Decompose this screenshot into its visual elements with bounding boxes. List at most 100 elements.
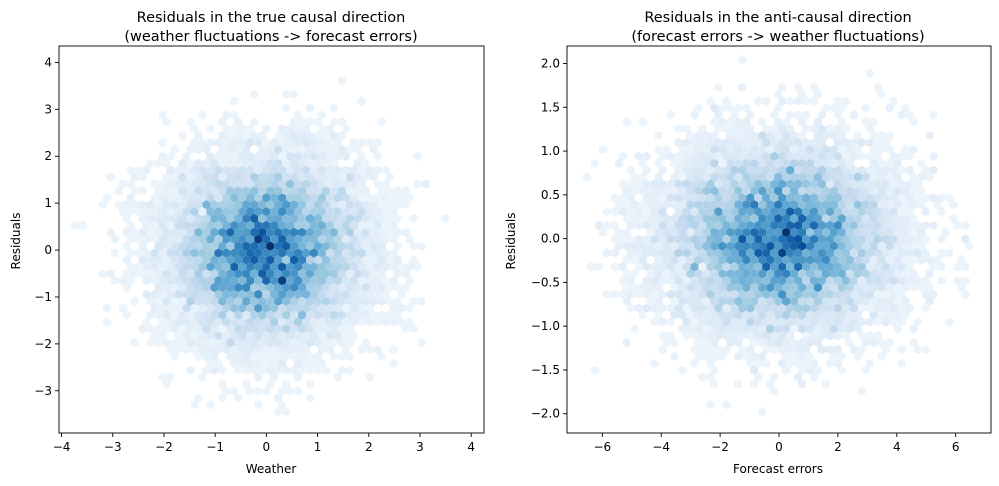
hexbin-cell xyxy=(937,234,946,244)
hexbin-cell xyxy=(282,324,291,334)
hexbin-cell xyxy=(690,331,699,341)
hexbin-cell xyxy=(734,379,743,389)
hexbin-cell xyxy=(345,310,354,320)
hexbin-cell xyxy=(150,234,159,244)
hexbin-cell xyxy=(353,172,362,182)
hexbin-cell xyxy=(726,200,735,210)
hexbin-cell xyxy=(238,331,247,341)
hexbin-cell xyxy=(670,158,679,168)
hexbin-cell xyxy=(178,282,187,293)
hexbin-cell xyxy=(786,317,795,327)
hexbin-cell xyxy=(662,338,671,348)
hexbin-cell xyxy=(762,276,771,286)
hexbin-cell xyxy=(833,110,842,120)
hexbin-cell xyxy=(754,193,763,203)
hexbin-cell xyxy=(321,144,330,155)
hexbin-cell xyxy=(806,144,814,155)
hexbin-cell xyxy=(154,200,163,210)
hexbin-cell xyxy=(909,269,918,279)
hexbin-cell xyxy=(405,303,414,313)
hexbin-cell xyxy=(817,248,826,258)
hexbin-cell xyxy=(961,234,970,244)
hexbin-cell xyxy=(365,303,374,313)
hexbin-cell xyxy=(389,303,398,313)
hexbin-cell xyxy=(778,262,787,272)
hexbin-cell xyxy=(214,262,223,272)
hexbin-cell xyxy=(841,151,850,161)
hexbin-cell xyxy=(313,365,322,375)
hexbin-cell xyxy=(349,193,358,203)
chart-right-title-line-1: Residuals in the anti-causal direction xyxy=(644,10,911,26)
hexbin-cell xyxy=(921,345,930,355)
hexbin-cell xyxy=(893,172,902,182)
hexbin-cell xyxy=(345,186,354,196)
hexbin-cell xyxy=(877,282,886,293)
hexbin-cell xyxy=(158,193,167,203)
hexbin-cell xyxy=(642,234,651,244)
hexbin-cell xyxy=(690,276,699,286)
hexbin-cell xyxy=(837,310,846,320)
hexbin-cell xyxy=(361,269,370,279)
hexbin-cell xyxy=(893,255,902,265)
hexbin-cell xyxy=(118,276,127,286)
hexbin-cell xyxy=(813,282,822,293)
hexbin-cell xyxy=(650,207,659,217)
hexbin-cell xyxy=(321,241,330,251)
hexbin-cell xyxy=(738,138,747,148)
hexbin-cell xyxy=(897,110,906,120)
hexbin-cell xyxy=(373,248,382,258)
hexbin-cell xyxy=(861,172,870,182)
hexbin-cell xyxy=(298,131,306,141)
hexbin-cell xyxy=(821,131,830,141)
hexbin-cell xyxy=(853,324,862,334)
chart-left-xlabel: Weather xyxy=(246,462,297,476)
hexbin-cell xyxy=(730,303,739,313)
hexbin-cell xyxy=(222,289,231,299)
hexbin-cell xyxy=(925,282,934,293)
hexbin-cell xyxy=(274,269,283,279)
hexbin-cell xyxy=(369,296,378,306)
hexbin-cell xyxy=(873,317,882,327)
hexbin-cell xyxy=(238,303,247,313)
hexbin-cell xyxy=(214,358,223,368)
hexbin-cell xyxy=(401,324,410,334)
hexbin-cell xyxy=(833,358,842,368)
hexbin-cell xyxy=(393,310,402,320)
hexbin-cell xyxy=(610,193,619,203)
hexbin-cell xyxy=(666,234,675,244)
hexbin-cell xyxy=(618,179,627,189)
hexbin-cell xyxy=(349,317,358,327)
hexbin-cell xyxy=(154,186,163,196)
hexbin-cell xyxy=(806,213,814,224)
hexbin-cell xyxy=(618,207,627,217)
hexbin-cell xyxy=(762,289,771,299)
hexbin-cell xyxy=(686,172,695,182)
hexbin-cell xyxy=(929,110,938,120)
hexbin-cell xyxy=(202,213,211,224)
hexbin-cell xyxy=(865,289,874,299)
hexbin-cell xyxy=(833,179,842,189)
chart-left-xtick-label: −1 xyxy=(206,440,224,454)
hexbin-cell xyxy=(282,379,291,389)
hexbin-cell xyxy=(230,331,239,341)
hexbin-cell xyxy=(282,172,291,182)
hexbin-cell xyxy=(254,138,263,148)
hexbin-cell xyxy=(730,289,739,299)
hexbin-cell xyxy=(186,172,195,182)
hexbin-cell xyxy=(373,262,382,272)
hexbin-cell xyxy=(162,158,171,168)
hexbin-cell xyxy=(670,282,679,293)
hexbin-cell xyxy=(790,324,799,334)
hexbin-cell xyxy=(321,310,330,320)
hexbin-cell xyxy=(170,324,179,334)
hexbin-cell xyxy=(929,151,938,161)
hexbin-cell xyxy=(813,338,822,348)
hexbin-cell xyxy=(305,338,314,348)
hexbin-cell xyxy=(186,117,195,127)
hexbin-cell xyxy=(690,165,699,175)
hexbin-cell xyxy=(142,276,151,286)
hexbin-cell xyxy=(246,317,255,327)
hexbin-cell xyxy=(877,351,886,362)
hexbin-cell xyxy=(206,151,215,161)
hexbin-cell xyxy=(246,248,255,258)
